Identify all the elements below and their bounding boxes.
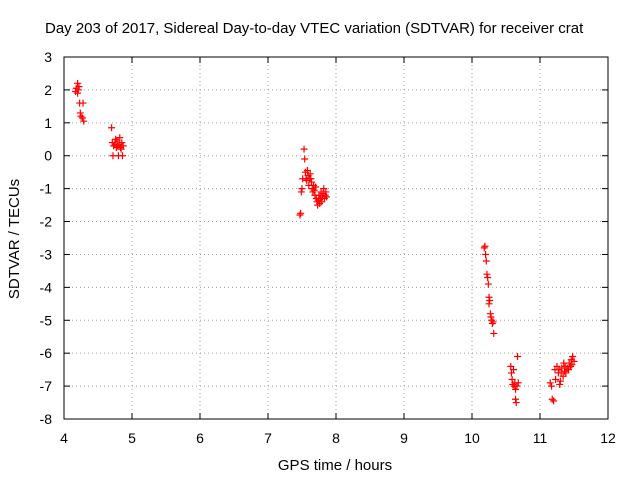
x-axis-title: GPS time / hours <box>278 457 392 474</box>
data-point <box>296 211 304 219</box>
data-point <box>546 379 554 387</box>
y-tick-label: 2 <box>44 82 52 98</box>
data-point <box>298 185 306 193</box>
data-point <box>486 310 494 318</box>
data-point <box>78 114 86 122</box>
data-point <box>514 379 522 387</box>
data-point <box>480 244 488 252</box>
data-point <box>483 270 491 278</box>
data-point <box>307 175 315 183</box>
y-tick-label: -8 <box>40 411 53 427</box>
data-point <box>548 395 556 403</box>
data-point <box>118 152 126 160</box>
data-point <box>514 352 522 360</box>
data-point <box>322 188 330 196</box>
data-point <box>481 242 489 250</box>
y-tick-label: -3 <box>40 246 53 262</box>
data-point <box>484 280 492 288</box>
data-point <box>550 397 558 405</box>
data-point <box>297 188 305 196</box>
y-tick-label: -7 <box>40 378 53 394</box>
chart-title: Day 203 of 2017, Sidereal Day-to-day VTE… <box>45 20 584 37</box>
y-tick-label: -5 <box>40 312 53 328</box>
y-axis-title: SDTVAR / TECUs <box>6 179 23 299</box>
data-point <box>552 376 560 384</box>
data-point <box>74 79 82 87</box>
x-tick-label: 6 <box>196 430 204 446</box>
data-point <box>567 362 575 370</box>
data-point <box>513 382 521 390</box>
y-tick-label: -2 <box>40 214 53 230</box>
x-tick-label: 7 <box>264 430 272 446</box>
data-point <box>301 155 309 163</box>
data-point <box>569 352 577 360</box>
data-point <box>556 380 564 388</box>
data-point <box>482 250 490 258</box>
data-point <box>484 273 492 281</box>
data-points <box>72 79 578 407</box>
data-point <box>310 186 318 194</box>
x-tick-label: 9 <box>400 430 408 446</box>
data-point <box>487 313 495 321</box>
x-tick-labels: 4 5 6 7 8 9 10 11 12 <box>60 430 616 446</box>
x-tick-label: 4 <box>60 430 68 446</box>
x-tick-label: 11 <box>533 430 548 446</box>
x-tick-label: 10 <box>464 430 480 446</box>
data-point <box>485 293 493 301</box>
data-point <box>77 112 85 120</box>
data-point <box>548 382 556 390</box>
y-tick-labels: 3 2 1 0 -1 -2 -3 -4 -5 -6 -7 -8 <box>40 49 53 427</box>
data-point <box>488 316 496 324</box>
data-point <box>322 193 330 201</box>
axis-ticks <box>63 56 609 420</box>
grid <box>64 57 608 419</box>
x-tick-label: 5 <box>128 430 136 446</box>
data-point <box>108 124 116 132</box>
data-point <box>76 109 84 117</box>
data-point <box>482 257 490 265</box>
data-point <box>489 318 497 326</box>
data-point <box>119 142 127 150</box>
data-point <box>306 170 314 178</box>
data-point <box>556 377 564 385</box>
y-tick-label: -6 <box>40 345 53 361</box>
data-point <box>116 134 124 142</box>
data-point <box>112 135 120 143</box>
data-point <box>570 357 578 365</box>
data-point <box>300 145 308 153</box>
data-point <box>74 86 82 94</box>
y-tick-label: -4 <box>40 279 53 295</box>
data-point <box>486 297 494 305</box>
data-point <box>321 191 329 199</box>
data-point <box>490 329 498 337</box>
data-point <box>312 183 320 191</box>
y-tick-label: -1 <box>40 181 53 197</box>
data-point <box>74 89 82 97</box>
data-point <box>509 366 517 374</box>
data-point <box>488 320 496 328</box>
data-point <box>512 385 520 393</box>
x-tick-label: 8 <box>332 430 340 446</box>
data-point <box>485 300 493 308</box>
data-point <box>563 364 571 372</box>
data-point <box>512 395 520 403</box>
y-tick-label: 3 <box>44 49 52 65</box>
y-tick-label: 1 <box>44 115 52 131</box>
x-tick-label: 12 <box>600 430 616 446</box>
data-point <box>80 117 88 125</box>
data-point <box>79 99 87 107</box>
y-tick-label: 0 <box>44 148 52 164</box>
data-point <box>118 139 126 147</box>
data-point <box>75 83 83 91</box>
data-point <box>297 209 305 217</box>
data-point <box>512 399 520 407</box>
